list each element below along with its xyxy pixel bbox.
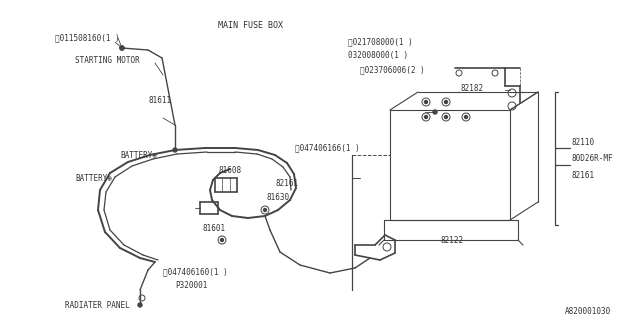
Circle shape bbox=[120, 46, 124, 50]
Text: 82161: 82161 bbox=[572, 171, 595, 180]
Circle shape bbox=[424, 100, 428, 103]
Text: RADIATER PANEL: RADIATER PANEL bbox=[65, 300, 130, 309]
Text: STARTING MOTOR: STARTING MOTOR bbox=[75, 55, 140, 65]
Circle shape bbox=[138, 303, 142, 307]
Circle shape bbox=[433, 110, 437, 114]
Circle shape bbox=[445, 116, 447, 118]
Text: 032008000(1 ): 032008000(1 ) bbox=[348, 51, 408, 60]
Text: 81630: 81630 bbox=[266, 193, 289, 202]
Circle shape bbox=[264, 209, 266, 212]
Circle shape bbox=[221, 238, 223, 242]
Text: 80D26R-MF: 80D26R-MF bbox=[572, 154, 614, 163]
Text: 81608: 81608 bbox=[218, 165, 241, 174]
Circle shape bbox=[445, 100, 447, 103]
Text: P320001: P320001 bbox=[175, 281, 207, 290]
Text: Ⓢ047406166(1 ): Ⓢ047406166(1 ) bbox=[295, 143, 360, 153]
Text: 82182: 82182 bbox=[460, 84, 483, 92]
Text: ⓝ021708000(1 ): ⓝ021708000(1 ) bbox=[348, 37, 413, 46]
Text: BATTERY⊕: BATTERY⊕ bbox=[120, 150, 157, 159]
Text: 82161: 82161 bbox=[275, 179, 298, 188]
Text: 82110: 82110 bbox=[572, 138, 595, 147]
Circle shape bbox=[424, 116, 428, 118]
Text: MAIN FUSE BOX: MAIN FUSE BOX bbox=[218, 20, 283, 29]
Text: 81611: 81611 bbox=[148, 95, 171, 105]
Text: Ⓑ011508160(1 ): Ⓑ011508160(1 ) bbox=[55, 34, 120, 43]
Text: Ⓢ047406160(1 ): Ⓢ047406160(1 ) bbox=[163, 268, 228, 276]
Circle shape bbox=[465, 116, 467, 118]
Circle shape bbox=[173, 148, 177, 152]
Text: 81601: 81601 bbox=[202, 223, 225, 233]
Circle shape bbox=[120, 46, 124, 50]
Text: 82122: 82122 bbox=[440, 236, 463, 244]
Text: ⓝ023706006(2 ): ⓝ023706006(2 ) bbox=[360, 66, 425, 75]
Text: A820001030: A820001030 bbox=[565, 308, 611, 316]
Text: BATTERY⊕: BATTERY⊕ bbox=[75, 173, 112, 182]
